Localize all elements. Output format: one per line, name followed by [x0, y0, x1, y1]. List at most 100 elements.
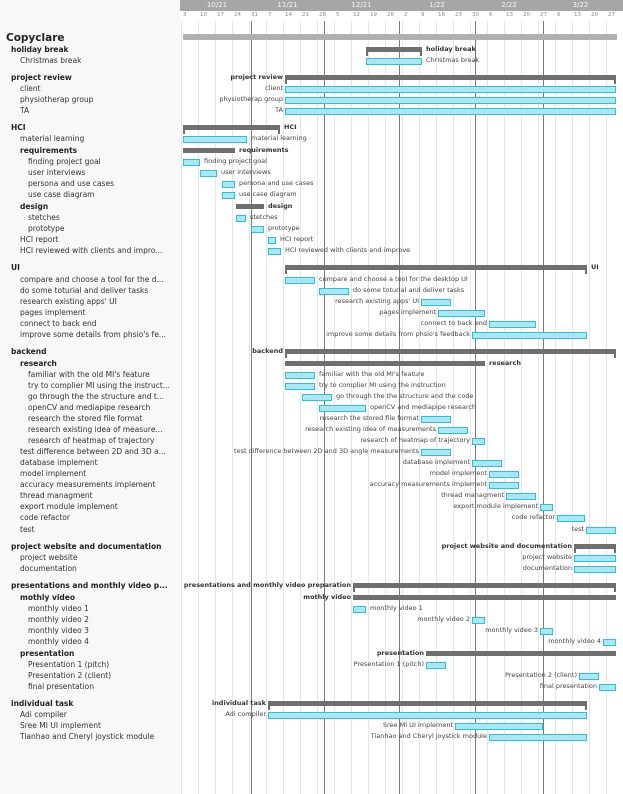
- task-label[interactable]: Christmas break: [20, 56, 82, 65]
- task-bar[interactable]: [574, 566, 616, 573]
- group-summary-bar[interactable]: [353, 583, 616, 592]
- task-bar[interactable]: [472, 460, 502, 467]
- task-bar[interactable]: [222, 192, 235, 199]
- task-bar[interactable]: [319, 405, 366, 412]
- task-label[interactable]: finding project goal: [28, 157, 101, 166]
- task-bar[interactable]: [438, 427, 468, 434]
- group-label[interactable]: backend: [11, 347, 47, 356]
- task-label[interactable]: test difference between 2D and 3D a...: [20, 447, 166, 456]
- group-summary-bar[interactable]: [366, 47, 422, 56]
- task-label[interactable]: client: [20, 84, 41, 93]
- task-label[interactable]: database implement: [20, 458, 98, 467]
- task-bar[interactable]: [285, 383, 315, 390]
- group-label[interactable]: UI: [11, 263, 20, 272]
- task-label[interactable]: Adi compiler: [20, 710, 67, 719]
- group-label[interactable]: project website and documentation: [11, 542, 162, 551]
- task-label[interactable]: test: [20, 525, 35, 534]
- task-label[interactable]: Presentation 1 (pitch): [28, 660, 110, 669]
- task-label[interactable]: pages implement: [20, 308, 86, 317]
- group-summary-bar[interactable]: [285, 349, 616, 358]
- group-label[interactable]: project review: [11, 73, 72, 82]
- task-bar[interactable]: [285, 86, 616, 93]
- task-label[interactable]: final presentation: [28, 682, 95, 691]
- task-bar[interactable]: [285, 372, 315, 379]
- task-bar[interactable]: [319, 288, 349, 295]
- group-summary-bar[interactable]: [183, 125, 280, 134]
- group-label[interactable]: holiday break: [11, 45, 69, 54]
- task-label[interactable]: improve some details from phsio's fe...: [20, 330, 166, 339]
- task-bar[interactable]: [200, 170, 217, 177]
- task-label[interactable]: monthly video 2: [28, 615, 89, 624]
- task-bar[interactable]: [302, 394, 332, 401]
- group-summary-bar[interactable]: [285, 361, 485, 366]
- group-label[interactable]: design: [20, 202, 49, 211]
- task-bar[interactable]: [421, 416, 451, 423]
- task-label[interactable]: do some toturial and deliver tasks: [20, 286, 149, 295]
- task-bar[interactable]: [236, 215, 246, 222]
- task-label[interactable]: use case diagram: [28, 190, 95, 199]
- task-label[interactable]: TA: [20, 106, 30, 115]
- task-bar[interactable]: [183, 159, 200, 166]
- task-label[interactable]: research of heatmap of trajectory: [28, 436, 155, 445]
- task-label[interactable]: stetches: [28, 213, 60, 222]
- task-label[interactable]: Sree MI UI implement: [20, 721, 101, 730]
- task-bar[interactable]: [251, 226, 264, 233]
- task-label[interactable]: go through the the structure and t...: [28, 392, 164, 401]
- task-bar[interactable]: [421, 299, 451, 306]
- task-label[interactable]: compare and choose a tool for the d...: [20, 275, 164, 284]
- task-bar[interactable]: [285, 277, 315, 284]
- task-label[interactable]: research existing apps' UI: [20, 297, 117, 306]
- task-label[interactable]: monthly video 3: [28, 626, 89, 635]
- group-summary-bar[interactable]: [268, 701, 587, 710]
- task-bar[interactable]: [540, 504, 553, 511]
- task-label[interactable]: documentation: [20, 564, 77, 573]
- task-bar[interactable]: [472, 332, 587, 339]
- group-summary-bar[interactable]: [236, 204, 264, 209]
- group-label[interactable]: presentations and monthly video p...: [11, 581, 168, 590]
- task-bar[interactable]: [489, 321, 536, 328]
- task-bar[interactable]: [222, 181, 235, 188]
- task-bar[interactable]: [421, 449, 451, 456]
- task-label[interactable]: HCI report: [20, 235, 59, 244]
- task-bar[interactable]: [557, 515, 585, 522]
- group-summary-bar[interactable]: [285, 75, 616, 84]
- task-bar[interactable]: [489, 482, 519, 489]
- group-label[interactable]: mothly video: [20, 593, 76, 602]
- task-label[interactable]: export module implement: [20, 502, 118, 511]
- group-summary-bar[interactable]: [426, 651, 616, 656]
- task-bar[interactable]: [268, 248, 281, 255]
- task-bar[interactable]: [489, 471, 519, 478]
- task-bar[interactable]: [366, 58, 422, 65]
- task-bar[interactable]: [268, 712, 587, 719]
- task-bar[interactable]: [285, 108, 616, 115]
- task-bar[interactable]: [183, 136, 247, 143]
- task-bar[interactable]: [426, 662, 446, 669]
- group-label[interactable]: requirements: [20, 146, 78, 155]
- task-bar[interactable]: [472, 617, 485, 624]
- task-bar[interactable]: [506, 493, 536, 500]
- group-summary-bar[interactable]: [285, 265, 587, 274]
- task-label[interactable]: HCI reviewed with clients and impro...: [20, 246, 163, 255]
- task-label[interactable]: monthly video 1: [28, 604, 89, 613]
- task-label[interactable]: project website: [20, 553, 78, 562]
- task-label[interactable]: prototype: [28, 224, 65, 233]
- task-bar[interactable]: [574, 555, 616, 562]
- task-label[interactable]: persona and use cases: [28, 179, 114, 188]
- timeline-scrollbar[interactable]: [183, 34, 617, 40]
- task-label[interactable]: accuracy measurements implement: [20, 480, 156, 489]
- group-summary-bar[interactable]: [183, 148, 235, 153]
- task-bar[interactable]: [603, 639, 616, 646]
- group-label[interactable]: presentation: [20, 649, 75, 658]
- task-bar[interactable]: [540, 628, 553, 635]
- task-label[interactable]: material learning: [20, 134, 85, 143]
- task-bar[interactable]: [285, 97, 616, 104]
- task-label[interactable]: user interviews: [28, 168, 86, 177]
- task-label[interactable]: research existing idea of measure...: [28, 425, 163, 434]
- group-summary-bar[interactable]: [353, 595, 616, 600]
- task-bar[interactable]: [438, 310, 485, 317]
- task-bar[interactable]: [268, 237, 276, 244]
- task-label[interactable]: model implement: [20, 469, 87, 478]
- task-label[interactable]: openCV and mediapipe research: [28, 403, 151, 412]
- task-label[interactable]: connect to back end: [20, 319, 97, 328]
- task-label[interactable]: Tianhao and Cheryl joystick module: [20, 732, 155, 741]
